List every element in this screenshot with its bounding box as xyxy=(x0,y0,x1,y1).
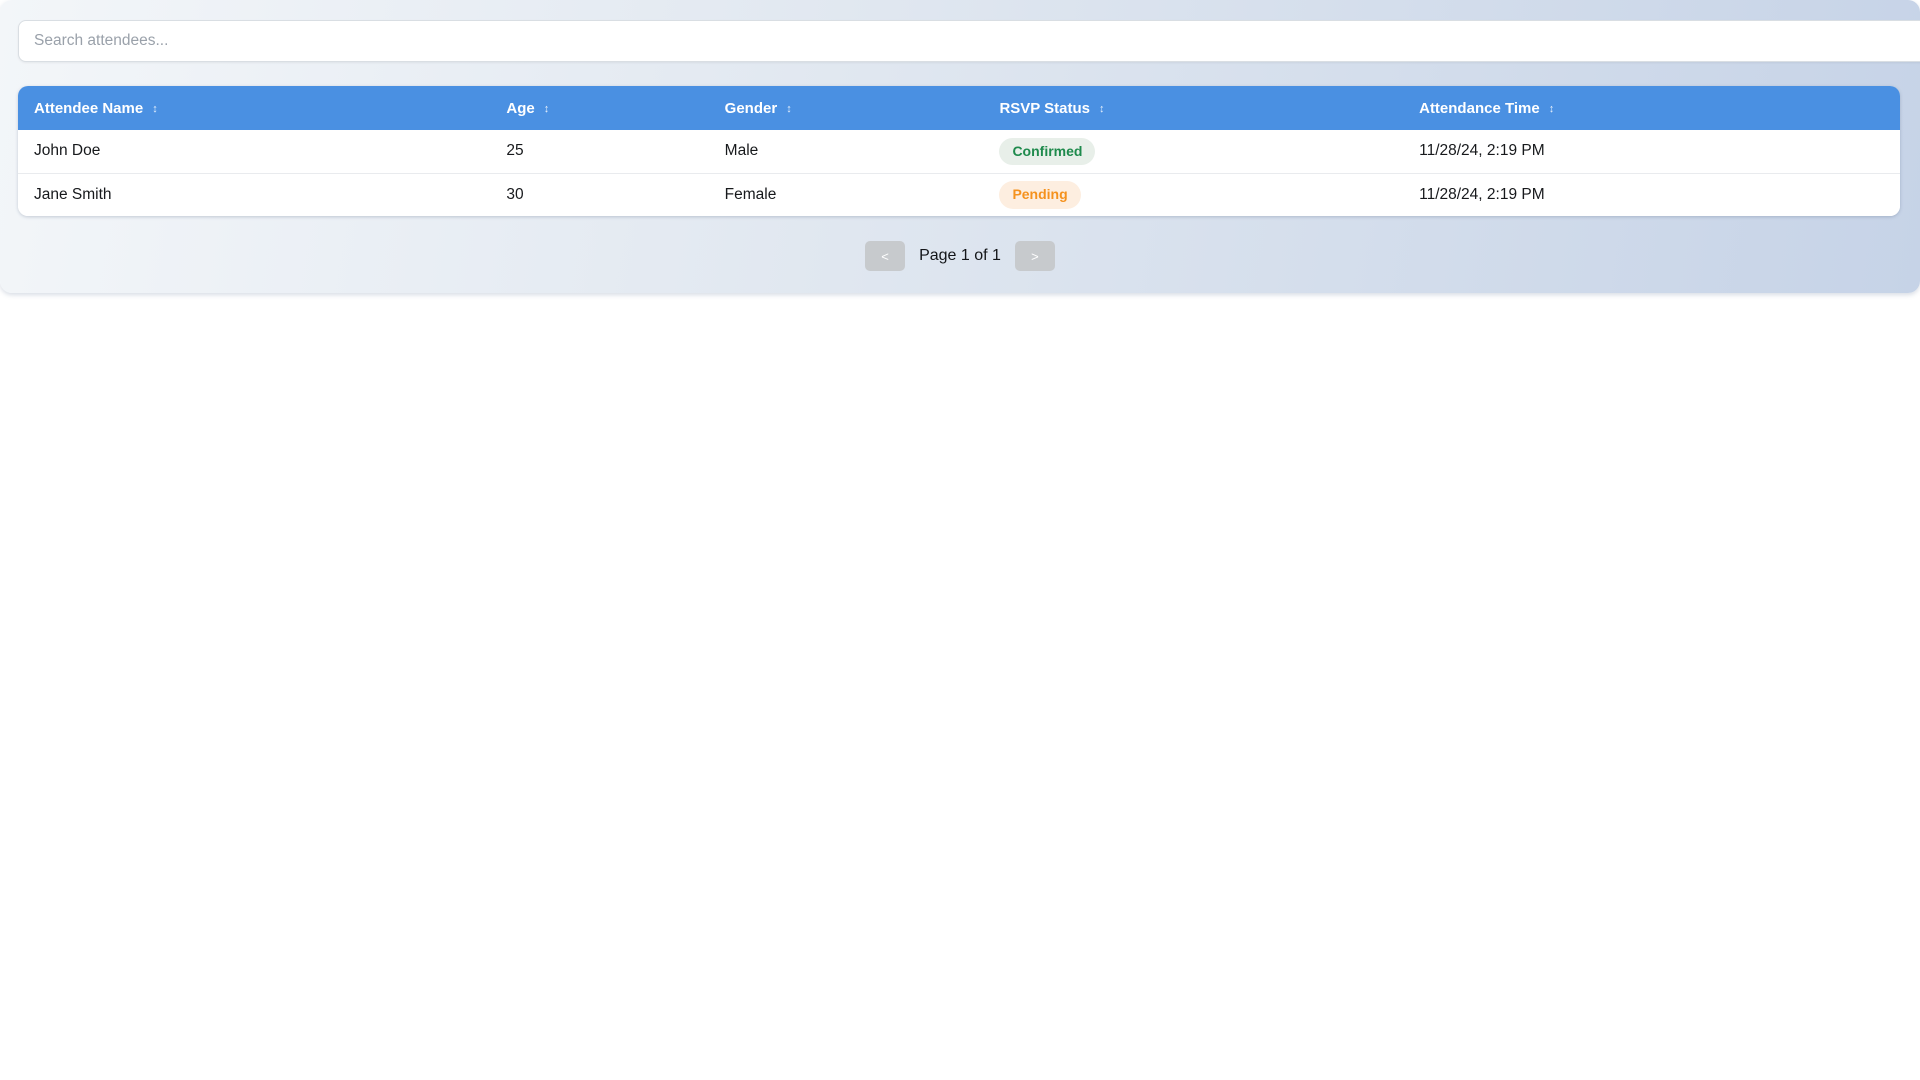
column-header-attendee-name[interactable]: Attendee Name ↕ xyxy=(18,86,491,130)
column-header-label: Gender xyxy=(724,99,778,117)
page-status: Page 1 of 1 xyxy=(919,247,1001,264)
attendees-panel: Attendee Name ↕ Age ↕ Gender ↕ RSVP Status ↕ xyxy=(0,0,1920,293)
attendees-table-card: Attendee Name ↕ Age ↕ Gender ↕ RSVP Status ↕ xyxy=(18,86,1900,216)
rsvp-badge-pending: Pending xyxy=(999,181,1081,209)
table-header-row: Attendee Name ↕ Age ↕ Gender ↕ RSVP Status ↕ xyxy=(18,86,1900,130)
table-row: John Doe 25 Male Confirmed 11/28/24, 2:1… xyxy=(18,130,1900,173)
sort-icon: ↕ xyxy=(1099,102,1105,115)
cell-gender: Male xyxy=(708,130,984,173)
sort-icon: ↕ xyxy=(543,102,550,115)
cell-attendee-name: John Doe xyxy=(18,130,491,173)
cell-attendance-time: 11/28/24, 2:19 PM xyxy=(1403,130,1900,173)
column-header-gender[interactable]: Gender ↕ xyxy=(708,86,984,130)
attendees-table: Attendee Name ↕ Age ↕ Gender ↕ RSVP Status ↕ xyxy=(18,86,1900,216)
column-header-label: Attendance Time xyxy=(1419,99,1540,117)
next-page-button[interactable]: > xyxy=(1014,241,1055,271)
search-input[interactable] xyxy=(18,20,1920,62)
rsvp-badge-confirmed: Confirmed xyxy=(999,137,1096,165)
cell-attendance-time: 11/28/24, 2:19 PM xyxy=(1403,172,1900,216)
column-header-attendance-time[interactable]: Attendance Time ↕ xyxy=(1403,86,1900,130)
column-header-label: RSVP Status xyxy=(999,99,1091,117)
column-header-label: Attendee Name xyxy=(34,99,144,117)
sort-icon: ↕ xyxy=(786,102,792,115)
cell-rsvp-status: Confirmed xyxy=(983,130,1404,173)
previous-page-button[interactable]: < xyxy=(865,241,906,271)
column-header-age[interactable]: Age ↕ xyxy=(490,86,709,130)
sort-icon: ↕ xyxy=(152,102,158,115)
pagination: < Page 1 of 1 > xyxy=(0,241,1920,271)
table-row: Jane Smith 30 Female Pending 11/28/24, 2… xyxy=(18,172,1900,216)
cell-gender: Female xyxy=(708,172,984,216)
cell-attendee-name: Jane Smith xyxy=(18,172,491,216)
cell-age: 25 xyxy=(490,130,709,173)
sort-icon: ↕ xyxy=(1548,102,1555,115)
cell-rsvp-status: Pending xyxy=(983,172,1404,216)
column-header-rsvp-status[interactable]: RSVP Status ↕ xyxy=(983,86,1404,130)
column-header-label: Age xyxy=(506,99,535,117)
cell-age: 30 xyxy=(490,172,709,216)
